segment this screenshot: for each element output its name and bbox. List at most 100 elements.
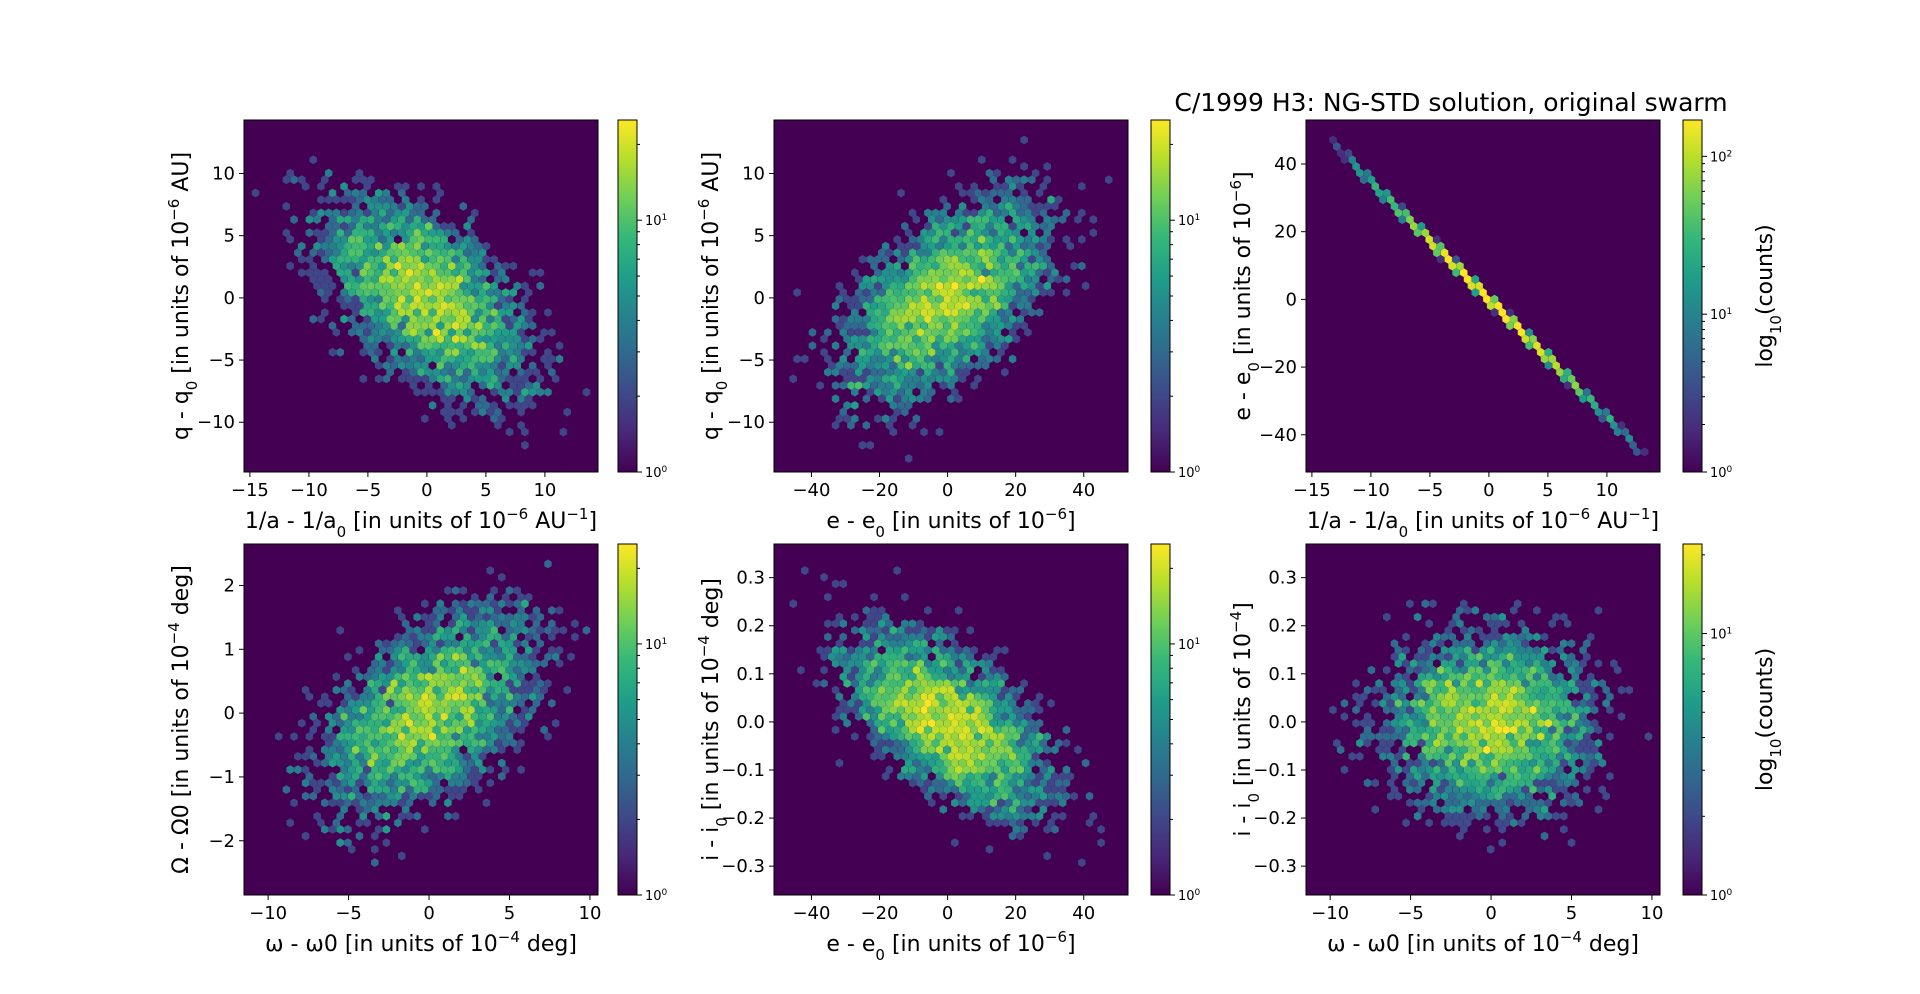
hexbin-cell [324, 698, 333, 708]
hexbin-cell [548, 632, 556, 642]
hexbin-cell [851, 692, 859, 702]
hexbin-cell [958, 771, 967, 781]
hexbin-cell [951, 215, 959, 224]
hexbin-cell [401, 274, 410, 284]
hexbin-cell [1483, 718, 1491, 728]
hexbin-cell [332, 314, 341, 324]
hexbin-cell [398, 268, 406, 278]
hexbin-cell [781, 467, 790, 472]
hexbin-cell [336, 745, 344, 755]
hexbin-cell [958, 188, 967, 198]
hexbin-cell [251, 188, 260, 198]
hexbin-cell [1563, 738, 1572, 748]
hexbin-cell [332, 274, 341, 284]
hexbin-cell [1089, 135, 1098, 145]
hexbin-cell [501, 552, 510, 562]
hexbin-cell [939, 155, 948, 165]
hexbin-cell [317, 208, 325, 218]
hexbin-cell [931, 712, 940, 721]
hexbin-cell [1502, 725, 1510, 735]
hexbin-cell [939, 274, 948, 284]
hexbin-cell [1640, 447, 1649, 457]
hexbin-cell [962, 645, 971, 655]
hexbin-cell [912, 268, 921, 278]
hexbin-cell [471, 261, 479, 271]
hexbin-cell [486, 579, 494, 589]
hexbin-cell [328, 692, 337, 702]
hexbin-cell [935, 798, 944, 808]
hexbin-cell [1043, 294, 1051, 304]
hexbin-cell [831, 725, 840, 735]
hexbin-cell [359, 255, 368, 264]
hexbin-cell [536, 785, 545, 794]
hexbin-cell [440, 420, 448, 430]
hexbin-cell [1406, 825, 1414, 834]
hexbin-cell [474, 347, 483, 357]
hexbin-cell [301, 168, 310, 178]
hexbin-cell [893, 288, 901, 297]
hexbin-cell [432, 752, 441, 761]
hexbin-cell [474, 665, 483, 675]
hexbin-cell [808, 659, 817, 668]
hexbin-cell [332, 261, 341, 271]
hexbin-cell [943, 718, 951, 728]
hexbin-cell [1051, 718, 1059, 728]
hexbin-cell [501, 420, 510, 430]
hexbin-cell [444, 347, 452, 357]
hexbin-cell [1444, 705, 1453, 715]
hexbin-cell [1016, 420, 1024, 430]
hexbin-cell [1031, 738, 1040, 748]
hexbin-cell [958, 692, 967, 702]
hexbin-cell [340, 791, 348, 801]
hexbin-cell [521, 665, 529, 675]
hexbin-cell [432, 420, 441, 430]
hexbin-cell [1028, 308, 1036, 317]
hexbin-cell [1039, 221, 1048, 231]
hexbin-cell [777, 645, 786, 655]
hexbin-cell [390, 294, 398, 304]
hexbin-cell [804, 639, 813, 648]
hexbin-cell [962, 619, 971, 629]
hexbin-cell [874, 374, 882, 384]
hexbin-cell [301, 248, 310, 258]
hexbin-cell [1055, 274, 1063, 284]
hexbin-cell [474, 732, 483, 741]
hexbin-cell [1001, 261, 1009, 271]
hexbin-cell [878, 672, 886, 682]
hexbin-cell [889, 255, 898, 264]
hexbin-cell [858, 612, 867, 622]
hexbin-cell [1579, 725, 1587, 735]
hexbin-cell [974, 665, 982, 675]
hexbin-cell [1483, 838, 1491, 848]
hexbin-cell [920, 612, 928, 622]
hexbin-cell [382, 294, 391, 304]
hexbin-cell [455, 672, 464, 682]
hexbin-cell [417, 288, 425, 297]
hexbin-cell [931, 367, 940, 377]
hexbin-cell [1012, 228, 1021, 238]
hexbin-cell [939, 725, 948, 735]
hexbin-cell [951, 705, 959, 715]
hexbin-cell [878, 606, 886, 615]
hexbin-cell [494, 606, 502, 615]
hexbin-cell [398, 692, 406, 702]
hexbin-cell [455, 195, 464, 205]
hexbin-cell [417, 195, 425, 205]
hexbin-cell [255, 738, 264, 748]
hexbin-cell [394, 698, 402, 708]
hexbin-cell [924, 672, 932, 682]
hexbin-cell [436, 241, 444, 251]
hexbin-cell [1579, 685, 1587, 695]
hexbin-cell [866, 692, 874, 702]
hexbin-cell [970, 752, 978, 761]
hexbin-cell [839, 645, 847, 655]
hexbin-cell [1078, 181, 1086, 191]
hexbin-cell [1016, 725, 1024, 735]
hexbin-cell [1402, 752, 1410, 761]
hexbin-cell [947, 168, 955, 178]
hexbin-cell [912, 732, 921, 741]
hexbin-cell [1567, 758, 1576, 768]
hexbin-cell [904, 692, 913, 702]
hexbin-cell [348, 301, 356, 311]
hexbin-cell [1035, 652, 1044, 662]
